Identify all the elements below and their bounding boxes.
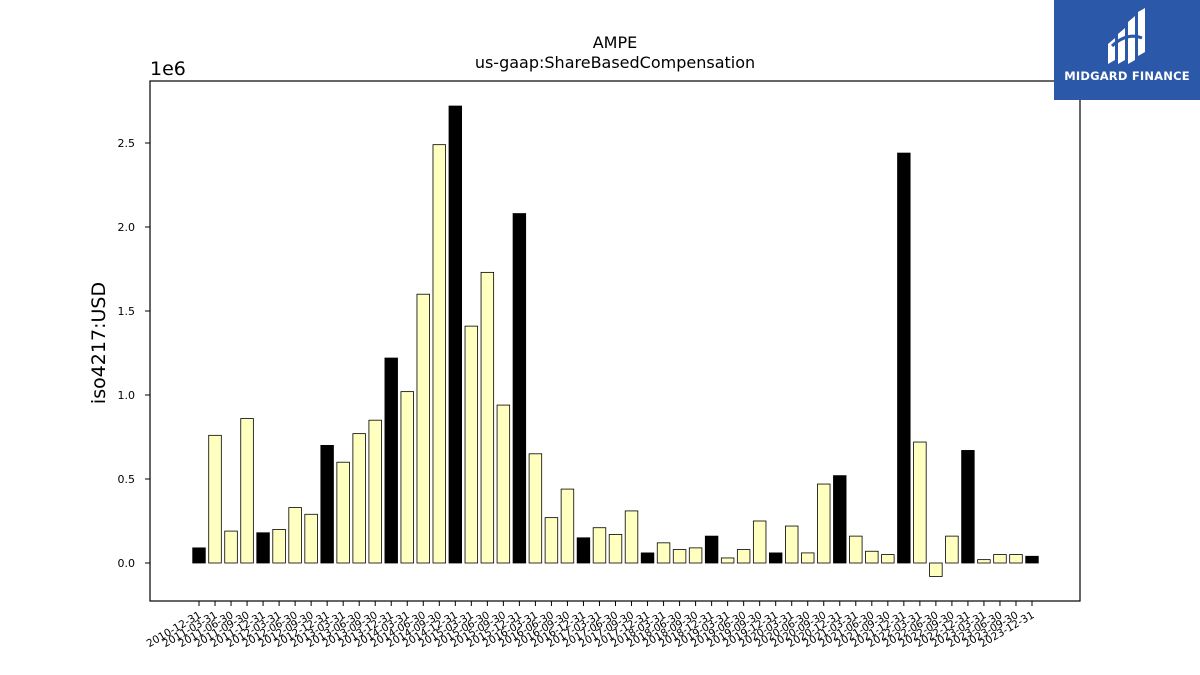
bar-2022-06-30 (929, 562, 943, 577)
logo-text: MIDGARD FINANCE (1064, 69, 1190, 83)
bar-2018-09-30 (688, 547, 703, 564)
bar-2014-03-31 (400, 391, 414, 564)
bar-2019-03-31 (720, 557, 735, 564)
bar-2023-03-31 (977, 559, 991, 564)
bar-2012-03-31 (272, 529, 286, 564)
bar-2022-09-30 (945, 535, 959, 564)
bars-group (192, 105, 1039, 577)
bar-2022-03-31 (913, 441, 927, 564)
bar-2021-09-30 (881, 554, 895, 564)
bar-2017-12-31 (640, 552, 655, 564)
x-ticks-group: 2010-12-312011-03-312011-06-302011-09-30… (145, 601, 1037, 650)
y-ticks-group: 0.0 0.5 1.0 1.5 2.0 2.5 (118, 137, 150, 570)
chart-subtitle: us-gaap:ShareBasedCompensation (475, 53, 755, 72)
bar-2013-09-30 (368, 419, 382, 564)
bar-2023-12-31 (1025, 555, 1039, 564)
bar-2010-12-31 (192, 547, 206, 564)
y-tick-label: 1.5 (118, 305, 136, 318)
bar-2017-09-30 (624, 510, 639, 564)
bar-2016-09-30 (560, 488, 575, 564)
bar-2015-06-30 (480, 271, 495, 564)
bar-2018-06-30 (672, 549, 687, 564)
chart-title: AMPE (593, 33, 638, 52)
bar-2023-09-30 (1009, 554, 1023, 564)
bar-2020-06-30 (801, 552, 815, 564)
bar-2018-12-31 (704, 535, 719, 564)
bar-2021-03-31 (849, 535, 863, 564)
bar-2019-06-30 (736, 549, 751, 564)
bar-2014-12-31 (448, 105, 463, 564)
y-offset-label: 1e6 (150, 58, 186, 80)
bar-2011-03-31 (208, 434, 222, 564)
bar-2023-06-30 (993, 554, 1007, 564)
bar-2012-12-31 (320, 444, 334, 564)
bar-2020-03-31 (785, 525, 799, 564)
y-axis-label: iso4217:USD (88, 282, 110, 404)
bar-2019-09-30 (752, 520, 767, 564)
logo: MIDGARD FINANCE (1054, 0, 1200, 100)
bar-2018-03-31 (656, 542, 671, 564)
bar-2019-12-31 (768, 552, 783, 564)
bar-2016-03-31 (528, 453, 543, 564)
bar-2015-09-30 (496, 404, 511, 564)
y-tick-label: 0.5 (118, 473, 136, 486)
bar-2011-12-31 (256, 532, 270, 564)
midgard-logo-icon (1108, 8, 1145, 64)
bar-2012-06-30 (288, 507, 302, 564)
bar-2017-06-30 (608, 534, 623, 564)
bar-2013-03-31 (336, 461, 350, 564)
y-tick-label: 1.0 (118, 389, 136, 402)
bar-2021-06-30 (865, 550, 879, 564)
bar-2017-03-31 (592, 527, 607, 564)
bar-2012-09-30 (304, 513, 318, 564)
y-tick-label: 2.5 (118, 137, 136, 150)
bar-2015-03-31 (464, 325, 479, 564)
bar-2011-09-30 (240, 418, 254, 564)
bar-2020-12-31 (833, 475, 847, 564)
bar-2011-06-30 (224, 530, 238, 564)
bar-2013-06-30 (352, 433, 366, 564)
bar-2020-09-30 (817, 483, 831, 564)
bar-2013-12-31 (384, 357, 398, 564)
bar-2021-12-31 (897, 152, 911, 564)
bar-2022-12-31 (961, 450, 975, 564)
bar-2015-12-31 (512, 213, 527, 564)
bar-2014-09-30 (432, 144, 446, 564)
y-tick-label: 0.0 (118, 557, 136, 570)
bar-2014-06-30 (416, 293, 430, 564)
bar-2016-12-31 (576, 537, 591, 564)
y-tick-label: 2.0 (118, 221, 136, 234)
plot-frame (149, 80, 1081, 602)
bar-2016-06-30 (544, 517, 559, 564)
